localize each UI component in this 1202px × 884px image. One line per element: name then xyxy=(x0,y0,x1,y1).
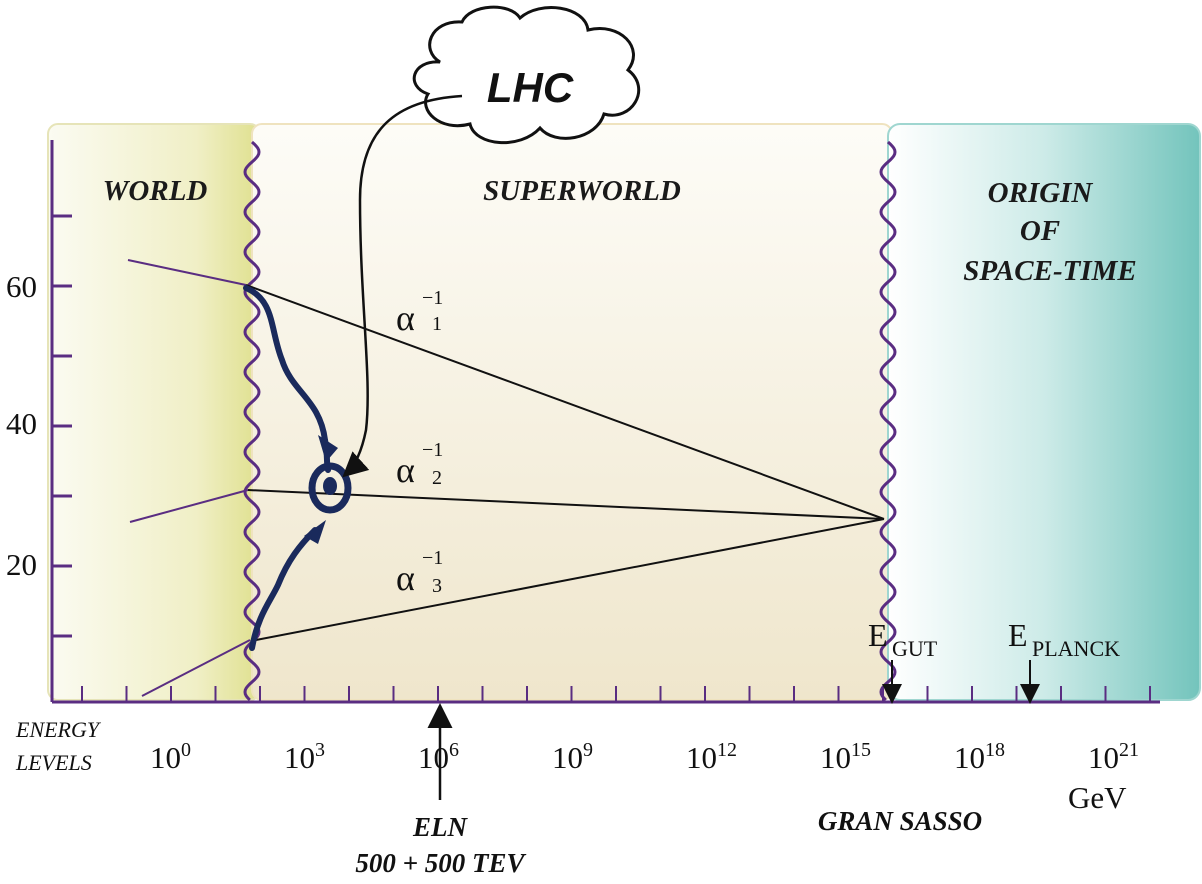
y-tick-label-20: 20 xyxy=(6,547,37,582)
svg-text:−1: −1 xyxy=(422,547,443,569)
world-region xyxy=(47,123,261,701)
alpha2-world-line xyxy=(129,489,249,523)
egut-label: E GUT xyxy=(868,617,938,661)
x-tick-label: 100 xyxy=(150,739,191,775)
x-tick-label: 109 xyxy=(552,739,593,775)
svg-text:α: α xyxy=(396,298,415,338)
y-tick-label-60: 60 xyxy=(6,269,37,304)
alpha1-running-line xyxy=(245,284,885,520)
alpha2-running-line xyxy=(247,489,885,520)
svg-text:E: E xyxy=(1008,617,1028,653)
origin-label-line1: ORIGIN xyxy=(988,177,1094,209)
svg-text:−1: −1 xyxy=(422,439,443,461)
lhc-spiral xyxy=(308,462,352,514)
x-axis-ticks xyxy=(81,686,1151,702)
energy-levels-line2: LEVELS xyxy=(15,750,92,775)
x-tick-label: 1018 xyxy=(954,739,1005,775)
lhc-pointer-arrow xyxy=(342,94,463,478)
lhc-path-lower xyxy=(249,527,318,651)
svg-text:1: 1 xyxy=(432,313,442,335)
world-label: WORLD xyxy=(103,175,208,207)
world-boundary-wave xyxy=(243,140,261,702)
alpha1-label: α −1 1 xyxy=(396,287,443,338)
svg-text:α: α xyxy=(396,558,415,598)
y-axis-ticks xyxy=(52,214,72,638)
alpha3-running-line xyxy=(255,518,885,641)
x-tick-labels: 100 103 106 109 1012 1015 1018 1021 xyxy=(150,739,1139,775)
eplanck-label: E PLANCK xyxy=(1008,617,1120,661)
eln-label-line2: 500 + 500 TEV xyxy=(355,848,526,878)
svg-text:3: 3 xyxy=(432,575,442,597)
svg-text:GUT: GUT xyxy=(892,636,938,661)
svg-text:2: 2 xyxy=(432,467,442,489)
superworld-region xyxy=(251,123,893,701)
x-tick-label: 1012 xyxy=(686,739,737,775)
svg-text:−1: −1 xyxy=(422,287,443,309)
svg-text:PLANCK: PLANCK xyxy=(1032,636,1120,661)
y-tick-label-40: 40 xyxy=(6,406,37,441)
superworld-label: SUPERWORLD xyxy=(483,175,681,207)
gev-unit-label: GeV xyxy=(1068,780,1127,815)
lhc-arrow-up-icon xyxy=(304,520,326,544)
gut-boundary-wave xyxy=(879,140,897,702)
alpha2-label: α −1 2 xyxy=(396,439,443,490)
svg-text:α: α xyxy=(396,450,415,490)
x-tick-label: 1021 xyxy=(1088,739,1139,775)
alpha3-world-line xyxy=(141,639,251,697)
x-tick-label: 1015 xyxy=(820,739,871,775)
gran-sasso-label: GRAN SASSO xyxy=(818,806,982,836)
energy-levels-line1: ENERGY xyxy=(15,717,102,742)
lhc-arrow-down-icon xyxy=(318,435,338,462)
origin-region xyxy=(887,123,1201,701)
lhc-label: LHC xyxy=(487,64,574,111)
alpha3-label: α −1 3 xyxy=(396,547,443,598)
alpha1-world-line xyxy=(127,259,247,286)
lhc-spiral-inner xyxy=(323,477,337,495)
lhc-cloud-icon xyxy=(412,5,641,144)
origin-label-line3: SPACE-TIME xyxy=(963,255,1137,287)
x-tick-label: 103 xyxy=(284,739,325,775)
eln-label-line1: ELN xyxy=(412,812,469,842)
x-tick-label: 106 xyxy=(418,739,459,775)
svg-text:E: E xyxy=(868,617,888,653)
origin-label-line2: OF xyxy=(1020,215,1060,247)
